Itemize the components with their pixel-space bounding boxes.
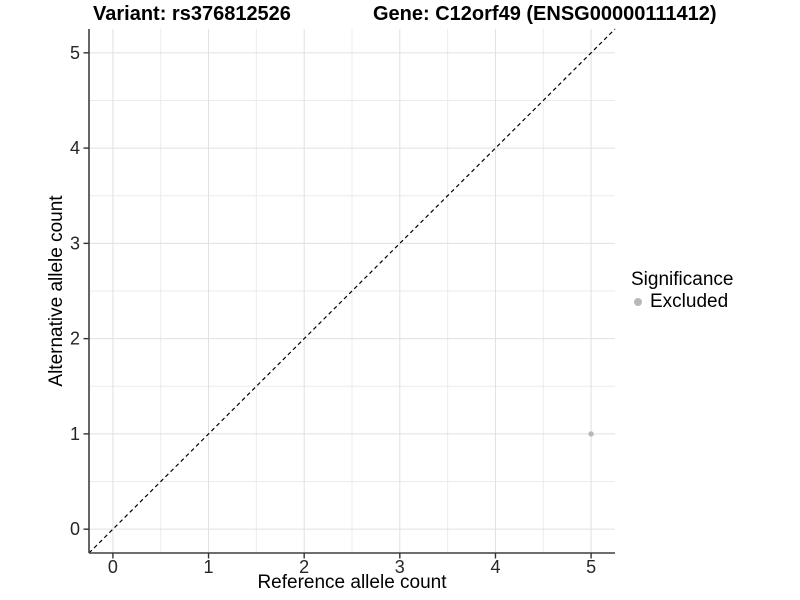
identity-line bbox=[88, 28, 616, 554]
y-tick-label: 5 bbox=[70, 43, 80, 63]
legend-item-label: Excluded bbox=[650, 291, 729, 312]
plot-title-gene: Gene: C12orf49 (ENSG00000111412) bbox=[373, 3, 717, 25]
legend-title: Significance bbox=[631, 269, 734, 290]
data-point[interactable] bbox=[588, 431, 594, 437]
y-tick-label: 0 bbox=[70, 519, 80, 539]
y-tick-label: 4 bbox=[70, 138, 80, 158]
x-tick-label: 5 bbox=[586, 557, 596, 577]
x-axis-title: Reference allele count bbox=[257, 572, 447, 593]
x-tick-label: 2 bbox=[299, 557, 309, 577]
legend-item-excluded[interactable]: Excluded bbox=[631, 291, 733, 313]
y-axis-title: Alternative allele count bbox=[46, 195, 67, 387]
y-tick-label: 2 bbox=[70, 329, 80, 349]
y-tick-label: 1 bbox=[70, 424, 80, 444]
y-tick-label: 3 bbox=[70, 233, 80, 253]
legend: Significance Excluded bbox=[631, 268, 733, 313]
plot-title-variant: Variant: rs376812526 bbox=[93, 3, 291, 25]
legend-point-icon bbox=[634, 298, 642, 306]
x-tick-label: 1 bbox=[204, 557, 214, 577]
x-tick-label: 0 bbox=[108, 557, 118, 577]
x-tick-label: 3 bbox=[395, 557, 405, 577]
x-tick-label: 4 bbox=[490, 557, 500, 577]
